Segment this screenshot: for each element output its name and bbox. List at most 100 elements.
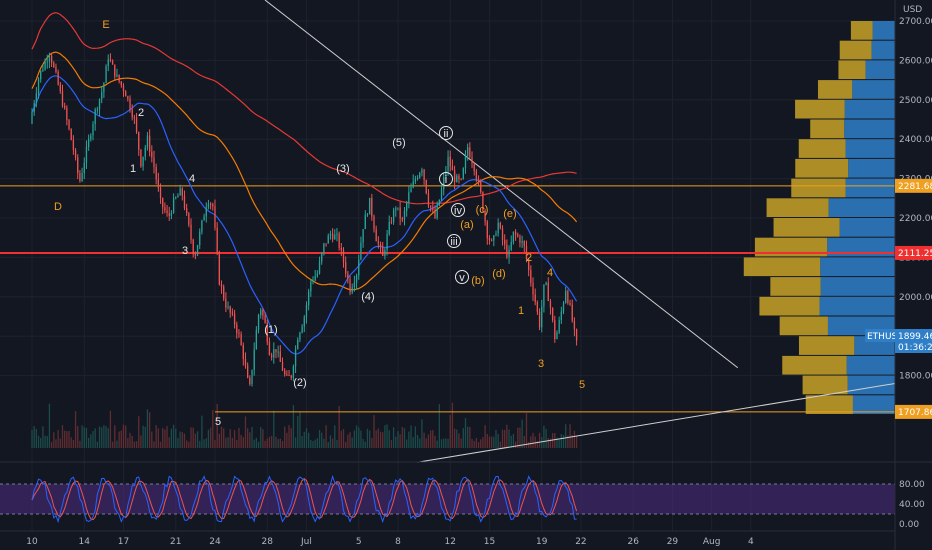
candle-body [480, 181, 482, 193]
volume-bar [177, 438, 179, 448]
candle-body [436, 205, 438, 218]
volume-bar [331, 438, 334, 448]
volume-bar [368, 430, 371, 448]
candle-body [33, 103, 35, 113]
volume-bar [87, 437, 90, 448]
profile-buy-bar [819, 296, 895, 316]
wave-label: (4) [361, 291, 374, 303]
candle-body [264, 315, 266, 323]
volume-bar [120, 430, 122, 448]
time-tick-label: Aug [703, 537, 721, 547]
candle-body [504, 239, 506, 245]
volume-bar [327, 441, 329, 448]
volume-bar [66, 431, 68, 448]
volume-bar [345, 441, 347, 448]
candle-body [31, 112, 33, 124]
volume-bar [98, 426, 101, 448]
candle-body [207, 203, 210, 208]
volume-bar [299, 411, 301, 448]
volume-bar [83, 427, 85, 448]
candle-body [186, 208, 188, 214]
candle-body [103, 82, 105, 93]
candle-body [486, 221, 488, 239]
candle-body [358, 259, 360, 276]
candle-body [510, 242, 512, 250]
profile-buy-bar [839, 218, 895, 237]
candle-body [554, 320, 556, 340]
volume-bar [436, 440, 438, 448]
candle-body [506, 244, 508, 257]
candle-body [412, 181, 414, 188]
candle-body [151, 151, 153, 158]
candle-body [255, 329, 258, 350]
wave-label: (5) [392, 137, 405, 149]
volume-bar [499, 441, 501, 448]
candle-body [538, 311, 541, 328]
time-tick-label: 10 [26, 537, 38, 547]
volume-bar [212, 409, 214, 448]
wave-label: 2 [138, 107, 144, 119]
wave-label: (2) [293, 377, 306, 389]
candle-body [323, 243, 325, 253]
volume-bar [181, 432, 183, 448]
volume-bar [571, 435, 573, 448]
candle-body [312, 280, 314, 282]
candle-body [345, 262, 347, 274]
profile-buy-bar [844, 119, 895, 139]
candle-body [325, 243, 327, 245]
candle-body [216, 227, 218, 253]
volume-bar [162, 428, 164, 448]
volume-bar [373, 415, 375, 448]
volume-bar [338, 406, 340, 448]
candle-body [37, 79, 40, 94]
volume-bar [388, 430, 390, 448]
candle-body [72, 140, 75, 151]
candle-body [392, 210, 395, 223]
volume-bar [168, 437, 170, 448]
candle-body [336, 233, 338, 235]
candle-body [536, 302, 539, 312]
candle-body [499, 222, 501, 229]
volume-bar [371, 438, 373, 448]
price-tick-label: 2500.00 [899, 96, 932, 106]
wave-label: v [459, 272, 465, 284]
volume-bar [532, 432, 534, 448]
volume-bar [244, 416, 247, 448]
candle-body [528, 259, 530, 271]
candle-body [397, 207, 399, 209]
volume-bar [70, 437, 72, 448]
wave-label: i [445, 174, 447, 186]
volume-bar [445, 438, 447, 448]
volume-bar [438, 404, 441, 448]
wave-label: 3 [182, 245, 188, 257]
price-tick-label: 2600.00 [899, 56, 932, 66]
volume-bar [384, 425, 386, 448]
volume-bar [288, 425, 290, 448]
volume-bar [251, 427, 253, 448]
volume-bar [508, 429, 510, 448]
volume-bar [434, 435, 436, 448]
candle-body [116, 74, 118, 77]
price-level-tag-bg [895, 178, 932, 193]
volume-bar [138, 416, 140, 448]
candle-body [74, 150, 77, 158]
volume-bar [401, 427, 403, 448]
volume-bar [556, 437, 558, 448]
candle-body [575, 329, 578, 341]
candle-body [449, 156, 451, 167]
candle-body [382, 246, 384, 256]
volume-bar [114, 425, 116, 448]
time-axis[interactable]: 10 14 17 21 24 28 Jul 5 8 12 15 19 22 26 29 Aug 4 [26, 537, 754, 547]
candle-body [266, 322, 268, 342]
candle-body [127, 96, 129, 99]
candle-body [297, 339, 299, 350]
candle-body [386, 234, 388, 251]
profile-sell-bar [810, 119, 845, 139]
volume-bar [85, 427, 88, 448]
candle-body [362, 229, 364, 243]
candle-body [111, 60, 114, 65]
time-tick-label: 21 [170, 537, 181, 547]
volume-bar [488, 436, 491, 448]
wave-label: (a) [460, 219, 473, 231]
